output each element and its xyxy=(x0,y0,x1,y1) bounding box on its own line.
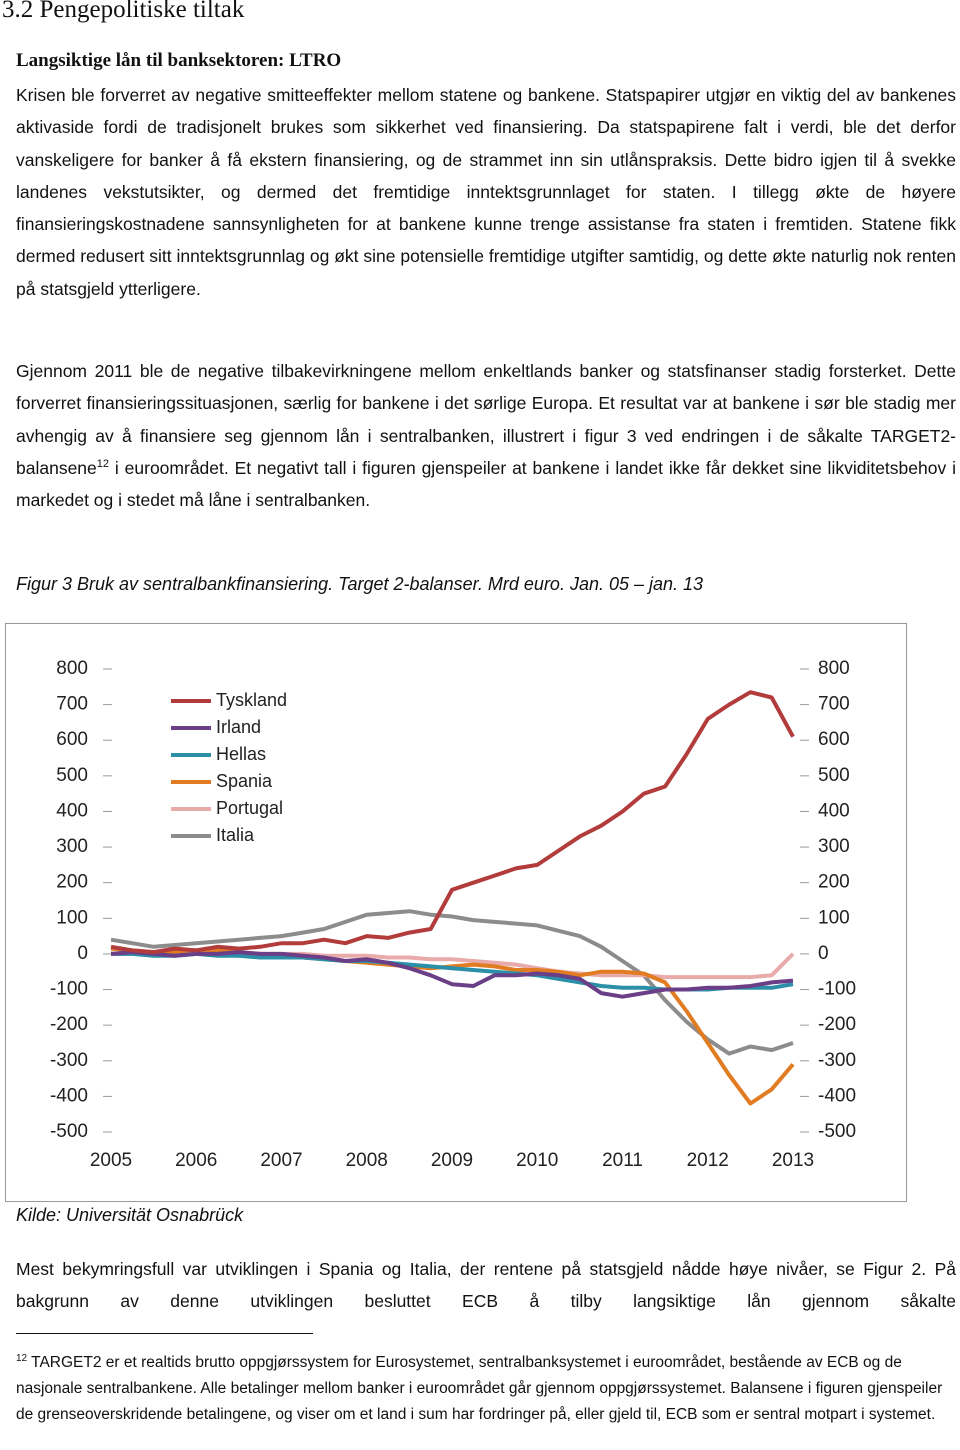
legend-label: Italia xyxy=(216,825,255,845)
y2-tick-label: -100 xyxy=(818,979,856,1000)
y2-tick-label: 100 xyxy=(818,907,850,928)
chart: -500 -400 -300 -200 -100 0 100 200 300 400 500 600 7… xyxy=(5,623,907,1202)
paragraph: Mest bekymringsfull var utviklingen i Sp… xyxy=(16,1259,956,1312)
x-tick-label: 2013 xyxy=(772,1150,814,1171)
x-tick-label: 2007 xyxy=(260,1150,302,1171)
legend-label: Spania xyxy=(216,771,273,791)
x-tick-label: 2008 xyxy=(346,1150,388,1171)
y-tick-label: 500 xyxy=(56,765,88,786)
series-line xyxy=(110,690,795,955)
legend-label: Hellas xyxy=(216,744,266,764)
y2-tick-label: -400 xyxy=(818,1085,856,1106)
source: Kilde: Universität Osnabrück xyxy=(16,1205,244,1225)
x-tick-label: 2011 xyxy=(602,1150,643,1171)
x-tick-label: 2012 xyxy=(687,1150,729,1171)
y-tick-label: -400 xyxy=(50,1085,88,1106)
footnote-number: 12 xyxy=(16,1353,28,1364)
y-tick-label: -200 xyxy=(50,1014,88,1035)
y-tick-label: 0 xyxy=(77,943,88,964)
y2-tick-label: 200 xyxy=(818,872,850,893)
subheading: Langsiktige lån til banksektoren: LTRO xyxy=(16,50,342,71)
x-tick-label: 2010 xyxy=(516,1150,558,1171)
x-tick-label: 2005 xyxy=(90,1150,132,1171)
y-tick-label: 400 xyxy=(56,800,88,821)
figure-caption: Figur 3 Bruk av sentralbankfinansiering.… xyxy=(16,574,704,594)
legend-label: Irland xyxy=(216,717,261,737)
x-tick-label: 2009 xyxy=(431,1150,473,1171)
footnote: 12 TARGET2 er et realtids brutto oppgjør… xyxy=(16,1346,956,1428)
y2-tick-label: -500 xyxy=(818,1121,856,1142)
paragraph: Krisen ble forverret av negative smittee… xyxy=(16,85,956,299)
y-tick-label: 600 xyxy=(56,729,88,750)
y2-tick-label: 800 xyxy=(818,658,850,679)
legend-label: Tyskland xyxy=(216,690,287,710)
y2-tick-label: 0 xyxy=(818,943,829,964)
y2-tick-label: -200 xyxy=(818,1014,856,1035)
y-tick-label: 100 xyxy=(56,907,88,928)
y-tick-label: -300 xyxy=(50,1050,88,1071)
heading: 3.2 Pengepolitiske tiltak xyxy=(2,0,245,23)
y2-tick-label: 700 xyxy=(818,694,850,715)
text: Gjennom 2011 ble de negative tilbakevirk… xyxy=(16,361,956,478)
footnote-text: TARGET2 er et realtids brutto oppgjørssy… xyxy=(16,1354,943,1424)
series-line xyxy=(110,950,794,999)
y-tick-label: 800 xyxy=(56,658,88,679)
y2-tick-label: -300 xyxy=(818,1050,856,1071)
x-tick-label: 2006 xyxy=(175,1150,217,1171)
y-tick-label: 700 xyxy=(56,694,88,715)
footnote-ref: 12 xyxy=(96,458,110,471)
y-tick-label: 300 xyxy=(56,836,88,857)
y2-tick-label: 400 xyxy=(818,800,850,821)
y2-tick-label: 600 xyxy=(818,729,850,750)
footnote-rule xyxy=(16,1333,313,1334)
y-tick-label: -100 xyxy=(50,979,88,1000)
y2-tick-label: 300 xyxy=(818,836,850,857)
text: i euroområdet. Et negativt tall i figure… xyxy=(16,457,956,511)
series-line xyxy=(110,909,794,1056)
y2-tick-label: 500 xyxy=(818,765,850,786)
legend-label: Portugal xyxy=(216,798,283,818)
y-tick-label: 200 xyxy=(56,872,88,893)
paragraph: Gjennom 2011 ble de negative tilbakevirk… xyxy=(16,355,956,516)
y-tick-label: -500 xyxy=(50,1121,88,1142)
